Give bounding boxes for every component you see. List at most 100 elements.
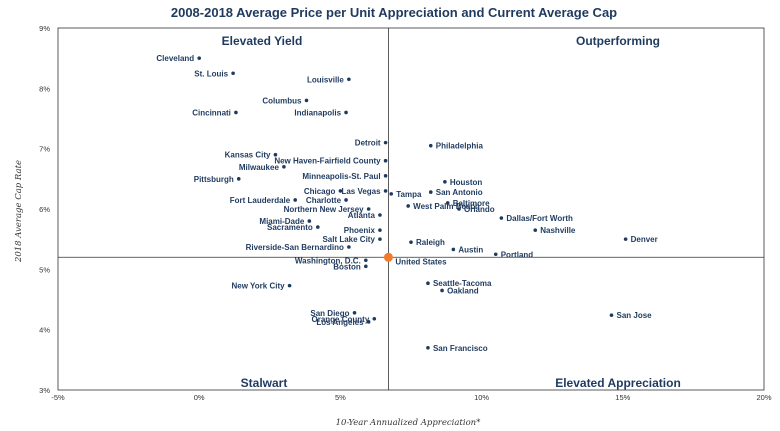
data-point	[406, 204, 410, 208]
data-point	[409, 240, 413, 244]
quadrant-label-top-left: Elevated Yield	[222, 34, 303, 48]
point-label: Milwaukee	[239, 163, 280, 172]
point-label: San Antonio	[436, 188, 483, 197]
data-point	[389, 192, 394, 196]
point-label: Portland	[501, 250, 534, 259]
x-tick-label: 0%	[194, 393, 205, 402]
data-point	[623, 237, 628, 241]
data-point	[378, 228, 382, 232]
data-point	[428, 143, 433, 148]
data-point	[428, 190, 433, 194]
x-tick-label: 5%	[335, 393, 346, 402]
data-point	[364, 258, 368, 263]
highlight-point	[383, 252, 393, 262]
point-label: Washington, D.C.	[295, 256, 361, 265]
point-label: Dallas/Fort Worth	[506, 214, 573, 223]
point-label: Chicago	[304, 187, 336, 196]
point-label: West Palm Beach	[413, 202, 480, 211]
data-point	[372, 317, 377, 321]
data-point	[344, 198, 348, 202]
data-point	[533, 228, 538, 232]
data-point	[378, 237, 382, 241]
point-label: Riverside-San Bernardino	[246, 243, 344, 252]
data-point	[316, 225, 320, 229]
y-tick-label: 5%	[39, 265, 50, 274]
point-label: Baltimore	[453, 199, 490, 208]
point-label: Minneapolis-St. Paul	[302, 172, 380, 181]
point-label: Boston	[333, 262, 361, 271]
point-label: Atlanta	[348, 211, 376, 220]
data-point	[378, 213, 382, 217]
x-tick-label: 15%	[615, 393, 630, 402]
point-label: Louisville	[307, 75, 344, 84]
plot-area: -5% 0% 5% 10% 15% 20% 3% 4% 5% 6% 7% 8% 9% Elevated Y…	[39, 24, 772, 402]
data-point	[443, 180, 447, 184]
point-label: Pittsburgh	[194, 175, 234, 184]
y-tick-label: 9%	[39, 24, 50, 33]
point-label: Miami-Dade	[259, 217, 304, 226]
data-point	[457, 207, 461, 211]
y-tick-label: 4%	[39, 326, 50, 335]
data-point	[352, 310, 357, 315]
data-point	[383, 189, 388, 193]
data-point	[383, 140, 388, 145]
point-label: San Diego	[310, 309, 349, 318]
data-point	[236, 177, 241, 181]
point-label: Nashville	[540, 226, 576, 235]
point-label: Detroit	[355, 139, 381, 148]
point-label: San Francisco	[433, 344, 488, 353]
data-point	[197, 56, 201, 60]
y-tick-label: 7%	[39, 145, 50, 154]
point-label: Cleveland	[156, 54, 194, 63]
data-point	[366, 207, 371, 211]
data-point	[304, 98, 309, 103]
data-point	[293, 198, 298, 202]
chart-title: 2008-2018 Average Price per Unit Appreci…	[171, 5, 617, 20]
data-point	[347, 77, 351, 82]
point-label: San Jose	[617, 311, 653, 320]
point-label: New Haven-Fairfield County	[274, 157, 381, 166]
data-point	[426, 345, 430, 350]
point-label: Orange County	[312, 315, 370, 324]
data-point	[273, 152, 278, 157]
point-label: Houston	[450, 178, 483, 187]
quadrant-label-bottom-right: Elevated Appreciation	[555, 376, 681, 390]
point-label: Fort Lauderdale	[230, 196, 291, 205]
data-point	[347, 245, 351, 249]
data-point	[287, 283, 292, 288]
point-label: Denver	[631, 235, 658, 244]
quadrant-label-bottom-left: Stalwart	[241, 376, 288, 390]
x-tick-label: -5%	[51, 393, 65, 402]
data-point	[307, 219, 312, 223]
plot-frame	[57, 27, 765, 391]
x-tick-label: 10%	[474, 393, 489, 402]
point-label: Oakland	[447, 286, 479, 295]
point-label: Charlotte	[306, 196, 342, 205]
data-point	[440, 288, 444, 293]
point-label: St. Louis	[194, 69, 228, 78]
y-tick-label: 8%	[39, 84, 50, 93]
data-point	[344, 110, 348, 115]
x-tick-label: 20%	[756, 393, 771, 402]
data-point	[493, 252, 498, 257]
data-point	[338, 189, 343, 193]
point-label: New York City	[232, 282, 286, 291]
data-point	[426, 281, 430, 286]
point-label: Cincinnati	[192, 108, 231, 117]
point-label: Northern New Jersey	[284, 205, 365, 214]
point-label: Raleigh	[416, 238, 445, 247]
y-axis-label: 2018 Average Cap Rate	[14, 160, 24, 263]
point-label: Columbus	[262, 96, 302, 105]
point-label: Las Vegas	[341, 187, 381, 196]
data-point	[609, 313, 614, 317]
point-label: Kansas City	[225, 151, 271, 160]
highlight-label: United States	[395, 257, 447, 266]
point-label: Orlando	[464, 205, 495, 214]
point-label: Indianapolis	[294, 108, 341, 117]
point-label: Austin	[458, 245, 483, 254]
data-point	[445, 201, 450, 205]
data-point	[383, 158, 388, 163]
x-axis-label: 10-Year Annualized Appreciation*	[336, 418, 482, 428]
point-label: Tampa	[396, 190, 422, 199]
